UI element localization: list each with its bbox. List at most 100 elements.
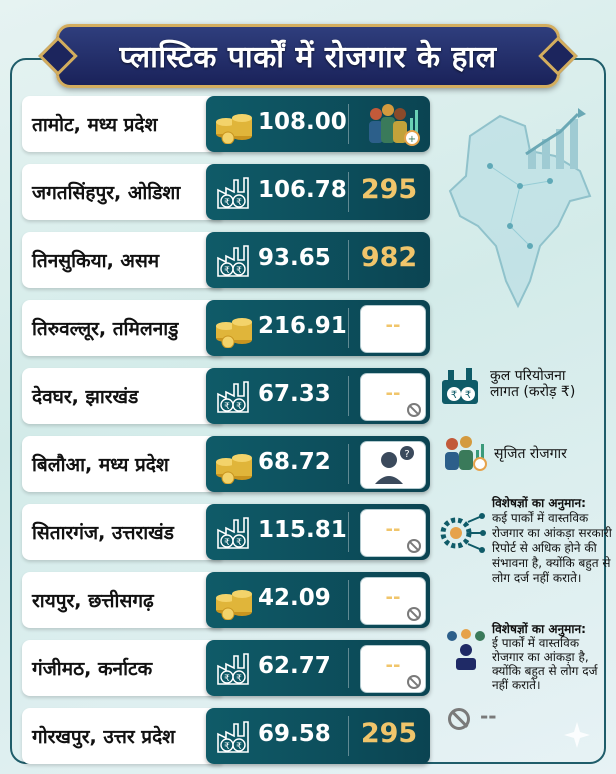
cost-panel: ₹ ₹67.33 -- [206, 368, 430, 424]
park-location: गंजीमठ, कर्नाटक [32, 658, 153, 680]
factory-rupee-icon: ₹ ₹ [214, 240, 254, 280]
park-row: तिरुवल्लूर, तमिलनाडु 216.91 -- [22, 300, 430, 356]
svg-text:₹: ₹ [224, 402, 230, 412]
svg-text:₹: ₹ [236, 198, 242, 208]
park-location-box: गोरखपुर, उत्तर प्रदेश [22, 708, 222, 764]
jobs-unknown: -- [385, 383, 401, 404]
park-row: गोरखपुर, उत्तर प्रदेश ₹ ₹69.58 295 [22, 708, 430, 764]
park-location: देवघर, झारखंड [32, 386, 139, 408]
project-cost: 69.58 [258, 721, 331, 747]
not-available-dash: -- [480, 704, 497, 728]
cost-panel: 42.09 -- [206, 572, 430, 628]
cost-panel: ₹ ₹69.58 295 [206, 708, 430, 764]
park-location: तामोट, मध्य प्रदेश [32, 114, 158, 136]
divider [348, 308, 349, 348]
divider [348, 172, 349, 212]
svg-text:₹: ₹ [236, 674, 242, 684]
park-row: गंजीमठ, कर्नाटक ₹ ₹62.77 -- [22, 640, 430, 696]
svg-text:?: ? [404, 449, 409, 460]
park-row: तिनसुकिया, असम ₹ ₹93.65 982 [22, 232, 430, 288]
svg-text:₹: ₹ [451, 390, 457, 401]
park-row: सितारगंज, उत्तराखंड ₹ ₹115.81 -- [22, 504, 430, 560]
presenter-icon [447, 629, 485, 670]
jobs-created: 295 [360, 174, 418, 205]
project-cost: 115.81 [258, 517, 347, 543]
park-location: गोरखपुर, उत्तर प्रदेश [32, 726, 176, 748]
park-row: रायपुर, छत्तीसगढ़ 42.09 -- [22, 572, 430, 628]
svg-text:₹: ₹ [236, 742, 242, 752]
project-cost: 93.65 [258, 245, 331, 271]
factory-rupee-icon: ₹ ₹ [442, 368, 478, 404]
divider [348, 512, 349, 552]
park-location: तिनसुकिया, असम [32, 250, 160, 272]
cost-panel: ₹ ₹93.65 982 [206, 232, 430, 288]
coins-icon [214, 444, 254, 485]
not-available-icon [407, 403, 421, 417]
expert-note-2: विशेषज्ञों का अनुमान: ई पार्कों में वास्… [492, 622, 598, 692]
park-row: बिलौआ, मध्य प्रदेश 68.72? [22, 436, 430, 492]
not-available-icon [407, 539, 421, 553]
park-row: तामोट, मध्य प्रदेश 108.00 + [22, 96, 430, 152]
not-available-icon [448, 708, 470, 730]
unknown-person-icon: ? [361, 442, 425, 488]
divider [348, 104, 349, 144]
title-banner: प्लास्टिक पार्कों में रोजगार के हाल [56, 24, 560, 88]
svg-text:₹: ₹ [224, 674, 230, 684]
divider [348, 648, 349, 688]
jobs-card: -- [360, 305, 426, 353]
factory-rupee-icon: ₹ ₹ [214, 716, 254, 756]
cost-panel: ₹ ₹115.81 -- [206, 504, 430, 560]
jobs-unknown: -- [385, 655, 401, 676]
divider [348, 716, 349, 756]
jobs-card: -- [360, 645, 426, 693]
park-row: जगतसिंहपुर, ओडिशा ₹ ₹106.78 295 [22, 164, 430, 220]
coins-icon [214, 580, 254, 621]
coins-icon [214, 104, 254, 145]
workers-icon [445, 436, 487, 471]
jobs-card: -- [360, 577, 426, 625]
jobs-card: -- [360, 373, 426, 421]
park-location-box: तामोट, मध्य प्रदेश [22, 96, 222, 152]
svg-text:₹: ₹ [236, 402, 242, 412]
legend-jobs: सृजित रोजगार [494, 446, 567, 462]
svg-text:₹: ₹ [224, 538, 230, 548]
factory-rupee-icon: ₹ ₹ [214, 172, 254, 212]
divider [348, 240, 349, 280]
project-cost: 108.00 [258, 109, 347, 135]
svg-text:₹: ₹ [224, 266, 230, 276]
park-location: बिलौआ, मध्य प्रदेश [32, 454, 169, 476]
workers-icon: + [366, 100, 424, 148]
growth-chart-illustration [525, 108, 586, 169]
cost-panel: ₹ ₹106.78 295 [206, 164, 430, 220]
gear-network-icon [440, 513, 486, 553]
project-cost: 106.78 [258, 177, 347, 203]
svg-text:₹: ₹ [224, 742, 230, 752]
park-location-box: जगतसिंहपुर, ओडिशा [22, 164, 222, 220]
park-location-box: तिरुवल्लूर, तमिलनाडु [22, 300, 222, 356]
not-available-icon [407, 675, 421, 689]
park-location-box: रायपुर, छत्तीसगढ़ [22, 572, 222, 628]
project-cost: 216.91 [258, 313, 347, 339]
cost-panel: 108.00 + [206, 96, 430, 152]
divider [348, 580, 349, 620]
park-location: जगतसिंहपुर, ओडिशा [32, 182, 181, 204]
sparkle-icon [564, 722, 590, 748]
svg-text:₹: ₹ [236, 538, 242, 548]
park-location-box: तिनसुकिया, असम [22, 232, 222, 288]
factory-rupee-icon: ₹ ₹ [214, 376, 254, 416]
legend-cost: कुल परियोजना लागत (करोड़ ₹) [490, 368, 576, 400]
factory-rupee-icon: ₹ ₹ [214, 648, 254, 688]
divider [348, 444, 349, 484]
svg-text:₹: ₹ [224, 198, 230, 208]
project-cost: 42.09 [258, 585, 331, 611]
factory-rupee-icon: ₹ ₹ [214, 512, 254, 552]
coins-icon [214, 308, 254, 349]
expert-note-1: विशेषज्ञों का अनुमान: कई पार्कों में वास… [492, 496, 612, 585]
jobs-created: 982 [360, 242, 418, 273]
park-location: सितारगंज, उत्तराखंड [32, 522, 174, 544]
jobs-card: -- [360, 509, 426, 557]
cost-panel: 216.91 -- [206, 300, 430, 356]
divider [348, 376, 349, 416]
jobs-unknown: -- [385, 519, 401, 540]
svg-text:₹: ₹ [236, 266, 242, 276]
